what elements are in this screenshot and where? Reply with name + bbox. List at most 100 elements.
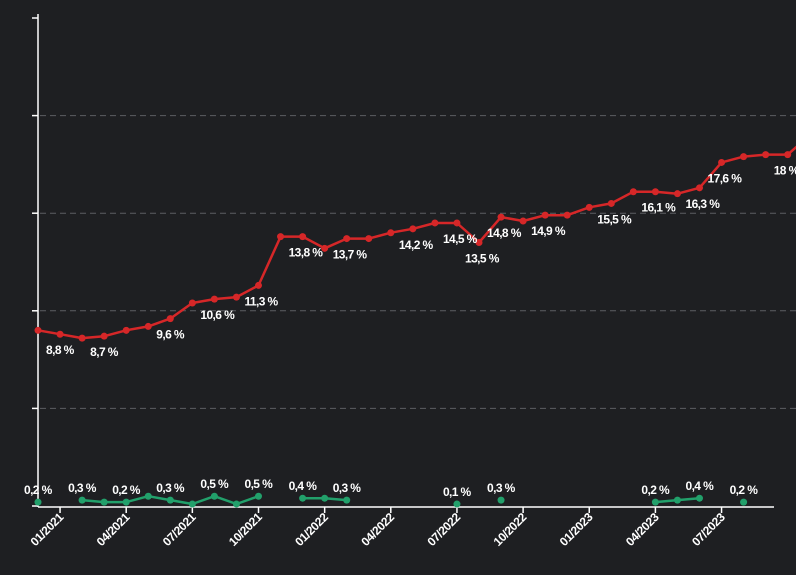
data-point bbox=[651, 188, 659, 196]
data-label: 14,5 % bbox=[443, 232, 478, 246]
data-label: 16,3 % bbox=[686, 197, 721, 211]
data-label: 13,8 % bbox=[289, 246, 324, 260]
data-point bbox=[210, 492, 218, 500]
data-label: 9,6 % bbox=[156, 328, 185, 342]
data-point bbox=[541, 211, 549, 219]
data-label: 0,2 % bbox=[112, 483, 141, 497]
data-point bbox=[784, 151, 792, 159]
series-2 bbox=[34, 492, 748, 508]
data-point bbox=[321, 244, 329, 252]
x-tick-label: 01/2021 bbox=[28, 510, 67, 549]
data-label: 0,3 % bbox=[333, 481, 362, 495]
data-point bbox=[431, 219, 439, 227]
data-point bbox=[343, 496, 351, 504]
data-point bbox=[475, 238, 483, 246]
data-label: 18 % bbox=[774, 164, 796, 178]
data-point bbox=[673, 190, 681, 198]
data-label: 0,3 % bbox=[156, 481, 185, 495]
data-point bbox=[78, 496, 86, 504]
data-point bbox=[387, 229, 395, 237]
data-point bbox=[144, 322, 152, 330]
data-point bbox=[210, 295, 218, 303]
data-label: 13,7 % bbox=[333, 248, 368, 262]
data-point bbox=[56, 330, 64, 338]
data-point bbox=[453, 500, 461, 508]
data-point bbox=[497, 213, 505, 221]
data-point bbox=[629, 188, 637, 196]
data-point bbox=[563, 211, 571, 219]
data-point bbox=[188, 500, 196, 508]
data-point bbox=[100, 332, 108, 340]
chart-series bbox=[34, 145, 796, 508]
data-point bbox=[255, 492, 262, 500]
data-label: 8,7 % bbox=[90, 345, 119, 359]
data-point bbox=[651, 498, 659, 506]
data-label: 0,2 % bbox=[641, 483, 670, 497]
data-point bbox=[497, 496, 505, 504]
data-label: 0,3 % bbox=[487, 481, 516, 495]
data-point bbox=[78, 334, 86, 342]
data-label: 0,5 % bbox=[200, 477, 229, 491]
series-line bbox=[37, 145, 796, 340]
data-point bbox=[740, 498, 748, 506]
x-tick-label: 04/2021 bbox=[94, 510, 133, 549]
data-point bbox=[299, 233, 307, 241]
data-point bbox=[740, 153, 748, 161]
data-point bbox=[277, 233, 285, 241]
data-point bbox=[585, 203, 593, 211]
data-label: 0,5 % bbox=[245, 477, 274, 491]
data-point bbox=[696, 494, 703, 502]
data-label: 11,3 % bbox=[245, 294, 279, 308]
data-point bbox=[673, 496, 681, 504]
x-axis-tick-labels: 01/2021 04/2021 07/2021 10/2021 01/2022 04/20… bbox=[28, 510, 729, 549]
data-point bbox=[166, 496, 174, 504]
x-tick-label: 04/2022 bbox=[358, 510, 397, 549]
data-point bbox=[453, 219, 461, 227]
data-point bbox=[122, 326, 130, 334]
data-label: 14,8 % bbox=[487, 226, 522, 240]
data-label: 15,5 % bbox=[597, 212, 632, 226]
data-point bbox=[607, 199, 615, 207]
data-label: 0,1 % bbox=[443, 485, 472, 499]
data-label: 8,8 % bbox=[46, 343, 75, 357]
data-label: 0,2 % bbox=[730, 483, 759, 497]
data-point bbox=[696, 184, 703, 192]
data-point bbox=[34, 326, 42, 334]
data-label: 0,2 % bbox=[24, 483, 53, 497]
data-label: 14,2 % bbox=[399, 238, 434, 252]
grid-lines bbox=[40, 115, 796, 409]
chart-axes bbox=[32, 14, 774, 513]
data-point bbox=[321, 494, 329, 502]
data-label: 0,4 % bbox=[686, 479, 715, 493]
x-tick-label: 01/2023 bbox=[557, 510, 596, 549]
data-label: 13,5 % bbox=[465, 251, 500, 265]
data-label: 16,1 % bbox=[641, 201, 676, 215]
data-label: 0,3 % bbox=[68, 481, 97, 495]
x-tick-label: 01/2022 bbox=[292, 510, 331, 549]
x-tick-label: 10/2021 bbox=[226, 510, 265, 549]
x-tick-label: 07/2022 bbox=[424, 510, 463, 549]
series-1 bbox=[34, 145, 796, 342]
data-point bbox=[365, 235, 373, 243]
data-label: 0,4 % bbox=[289, 479, 318, 493]
data-point bbox=[232, 293, 240, 301]
x-tick-label: 10/2022 bbox=[491, 510, 530, 549]
data-point bbox=[188, 299, 196, 307]
data-point bbox=[762, 151, 770, 159]
data-label: 14,9 % bbox=[531, 224, 566, 238]
data-label: 10,6 % bbox=[200, 308, 235, 322]
data-point bbox=[343, 235, 351, 243]
data-point bbox=[122, 498, 130, 506]
data-labels: 8,8 % 8,7 % 9,6 % 10,6 % 11,3 % 13,8 % 13,7 % 1… bbox=[24, 164, 796, 499]
data-point bbox=[166, 315, 174, 323]
data-point bbox=[409, 225, 417, 233]
x-tick-label: 07/2023 bbox=[689, 510, 728, 549]
data-point bbox=[299, 494, 307, 502]
data-point bbox=[144, 492, 152, 500]
data-label: 17,6 % bbox=[708, 171, 743, 185]
data-point bbox=[718, 158, 726, 166]
data-point bbox=[34, 498, 42, 506]
x-tick-label: 07/2021 bbox=[160, 510, 199, 549]
data-point bbox=[100, 498, 108, 506]
